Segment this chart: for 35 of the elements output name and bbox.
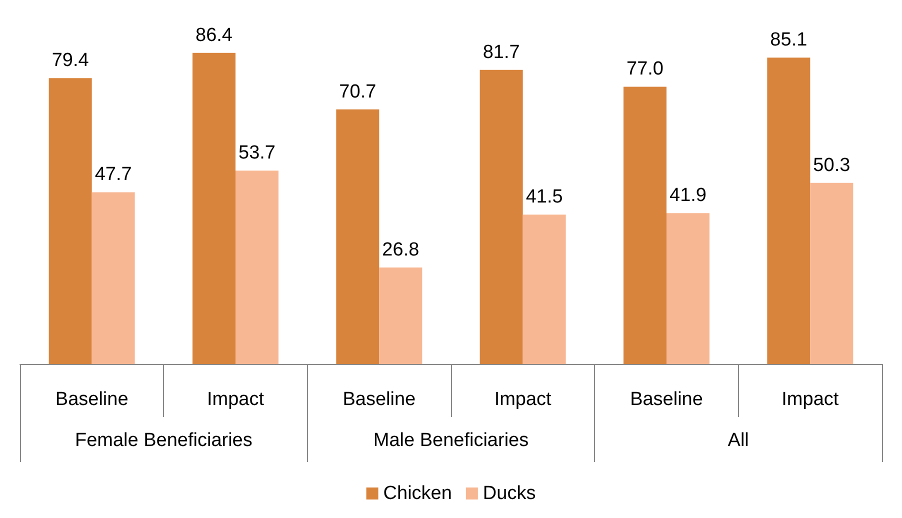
bar xyxy=(767,58,810,364)
data-label: 53.7 xyxy=(238,142,276,164)
bar xyxy=(336,109,380,364)
data-label: 41.5 xyxy=(526,186,563,208)
bar xyxy=(522,214,566,364)
bar xyxy=(379,268,422,364)
bar xyxy=(480,70,523,364)
bar xyxy=(666,213,710,364)
data-label: 81.7 xyxy=(482,42,520,63)
bar xyxy=(624,86,666,364)
x-tick-label: Baseline xyxy=(342,389,416,410)
bar xyxy=(192,52,236,364)
legend-label: Ducks xyxy=(482,483,536,504)
x-tick-label: Impact xyxy=(206,389,265,410)
data-label: 47.7 xyxy=(94,164,132,186)
data-label: 77.0 xyxy=(626,58,664,80)
text: All xyxy=(728,430,749,451)
data-label: 70.7 xyxy=(339,81,376,102)
bar xyxy=(810,182,854,364)
bar xyxy=(48,78,92,364)
data-label: 50.3 xyxy=(813,154,850,176)
bar xyxy=(92,192,135,364)
data-label: 41.9 xyxy=(670,185,706,206)
text: Male Beneficiaries xyxy=(373,430,529,451)
x-tick-label: Baseline xyxy=(630,389,703,410)
x-tick-label: Baseline xyxy=(55,389,128,410)
data-label: 79.4 xyxy=(52,50,90,72)
x-tick-label: Impact xyxy=(494,389,552,410)
x-tick-label: Impact xyxy=(782,389,840,410)
legend-label: Chicken xyxy=(383,483,452,504)
bar xyxy=(236,170,278,364)
data-label: 85.1 xyxy=(770,30,808,51)
data-label: 26.8 xyxy=(382,240,420,260)
data-label: 86.4 xyxy=(196,24,233,46)
text: Female Beneficiaries xyxy=(74,430,252,451)
